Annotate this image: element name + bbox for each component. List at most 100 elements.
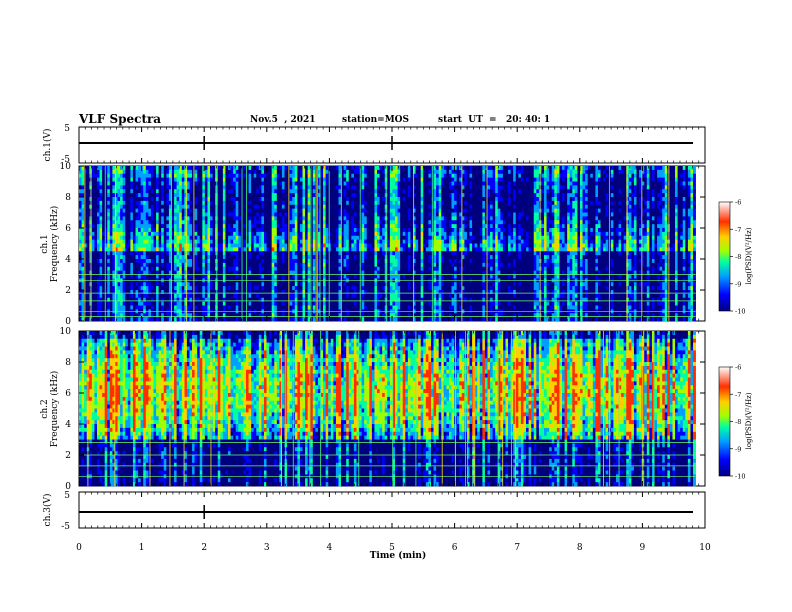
spectrogram-cell <box>107 313 110 317</box>
spectrogram-cell <box>390 216 393 220</box>
spectrogram-cell <box>228 182 231 186</box>
spectrogram-cell <box>94 193 97 197</box>
spectrogram-cell <box>264 275 267 279</box>
spectrogram-cell <box>346 244 349 248</box>
spectrogram-cell <box>346 201 349 205</box>
spectrogram-cell <box>133 313 136 317</box>
spectrogram-cell <box>187 302 190 306</box>
spectrogram-cell <box>179 170 182 174</box>
spectrogram-cell <box>112 220 115 224</box>
spectrogram-cell <box>267 259 270 263</box>
spectrogram-cell <box>254 313 257 317</box>
spectrogram-cell <box>398 232 401 236</box>
spectrogram-cell <box>346 178 349 182</box>
spectrogram-cell <box>313 228 316 232</box>
spectrogram-cell <box>328 298 331 302</box>
spectrogram-cell <box>282 275 285 279</box>
spectrogram-cell <box>282 174 285 178</box>
spectrogram-cell <box>213 224 216 228</box>
spectrogram-cell <box>382 317 385 321</box>
spectrogram-cell <box>159 182 162 186</box>
spectrogram-cell <box>210 232 213 236</box>
spectrogram-cell <box>256 220 259 224</box>
spectrogram-cell <box>118 313 121 317</box>
spectrogram-cell <box>143 213 146 217</box>
spectrogram-cell <box>146 193 149 197</box>
spectrogram-cell <box>94 232 97 236</box>
spectrogram-cell <box>182 302 185 306</box>
spectrogram-cell <box>395 232 398 236</box>
spectrogram-cell <box>156 251 159 255</box>
spectrogram-cell <box>166 236 169 240</box>
spectrogram-cell <box>112 251 115 255</box>
spectrogram-cell <box>269 317 272 321</box>
spectrogram-cell <box>313 166 316 170</box>
spectrogram-cell <box>349 228 352 232</box>
spectrogram-cell <box>267 174 270 178</box>
spectrogram-cell <box>156 166 159 170</box>
spectrogram-cell <box>305 282 308 286</box>
spectrogram-cell <box>390 193 393 197</box>
spectrogram-cell <box>249 205 252 209</box>
spectrogram-cell <box>243 228 246 232</box>
spectrogram-cell <box>251 255 254 259</box>
spectrogram-cell <box>236 275 239 279</box>
spectrogram-cell <box>141 263 144 267</box>
spectrogram-cell <box>171 178 174 182</box>
spectrogram-cell <box>254 216 257 220</box>
spectrogram-cell <box>195 174 198 178</box>
spectrogram-cell <box>220 247 223 251</box>
spectrogram-cell <box>285 166 288 170</box>
spectrogram-cell <box>97 317 100 321</box>
spectrogram-cell <box>372 306 375 310</box>
spectrogram-cell <box>369 232 372 236</box>
spectrogram-cell <box>387 251 390 255</box>
spectrogram-cell <box>218 201 221 205</box>
spectrogram-cell <box>177 306 180 310</box>
spectrogram-cell <box>197 174 200 178</box>
spectrogram-cell <box>161 166 164 170</box>
spectrogram-cell <box>297 298 300 302</box>
spectrogram-cell <box>207 197 210 201</box>
spectrogram-cell <box>205 294 208 298</box>
spectrogram-cell <box>110 232 113 236</box>
spectrogram-cell <box>269 216 272 220</box>
spectrogram-cell <box>336 193 339 197</box>
spectrogram-cell <box>279 294 282 298</box>
spectrogram-cell <box>166 197 169 201</box>
spectrogram-cell <box>354 178 357 182</box>
spectrogram-cell <box>125 244 128 248</box>
spectrogram-cell <box>110 197 113 201</box>
spectrogram-cell <box>238 255 241 259</box>
spectrogram-cell <box>200 178 203 182</box>
spectrogram-cell <box>118 193 121 197</box>
spectrogram-cell <box>292 216 295 220</box>
spectrogram-cell <box>231 205 234 209</box>
spectrogram-cell <box>279 306 282 310</box>
spectrogram-cell <box>238 182 241 186</box>
spectrogram-cell <box>290 185 293 189</box>
spectrogram-cell <box>179 263 182 267</box>
spectrogram-cell <box>290 240 293 244</box>
spectrogram-cell <box>290 302 293 306</box>
spectrogram-cell <box>102 240 105 244</box>
spectrogram-cell <box>97 290 100 294</box>
spectrogram-cell <box>344 193 347 197</box>
spectrogram-cell <box>228 255 231 259</box>
spectrogram-cell <box>82 298 85 302</box>
spectrogram-cell <box>374 275 377 279</box>
spectrogram-cell <box>195 286 198 290</box>
spectrogram-cell <box>210 182 213 186</box>
spectrogram-cell <box>279 224 282 228</box>
spectrogram-cell <box>225 294 228 298</box>
spectrogram-cell <box>249 251 252 255</box>
spectrogram-cell <box>192 290 195 294</box>
spectrogram-cell <box>202 182 205 186</box>
spectrogram-cell <box>207 240 210 244</box>
spectrogram-cell <box>344 236 347 240</box>
spectrogram-cell <box>387 294 390 298</box>
spectrogram-cell <box>220 290 223 294</box>
spectrogram-cell <box>326 189 329 193</box>
spectrogram-cell <box>82 302 85 306</box>
spectrogram-cell <box>133 213 136 217</box>
